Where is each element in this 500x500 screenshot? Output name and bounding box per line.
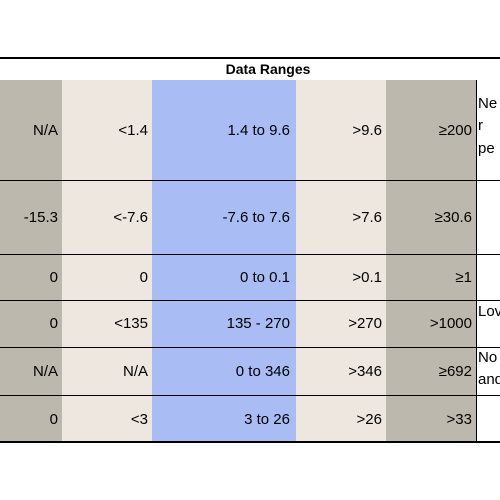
note-text: and (478, 371, 500, 388)
table-cell: >346 (348, 362, 382, 380)
note-text: pe (478, 140, 495, 157)
table-cell: 0 (49, 410, 58, 428)
table-cell: N/A (32, 362, 58, 380)
table-cell: <3 (130, 410, 148, 428)
data-ranges-table: Data Ranges N/A <1.4 1.4 to 9.6 >9.6 ≥200 Ne r… (0, 57, 500, 443)
table-cell: 0 to 346 (235, 362, 290, 380)
table-cell: >26 (356, 410, 382, 428)
table-row: N/A <1.4 1.4 to 9.6 >9.6 ≥200 Ne r pe (0, 80, 500, 180)
table-cell: >33 (446, 410, 472, 428)
table-row: 0 0 0 to 0.1 >0.1 ≥1 (0, 254, 500, 300)
table-cell: >0.1 (352, 268, 382, 286)
column-band-notes (476, 80, 500, 441)
table-cell: >7.6 (352, 208, 382, 226)
note-text: Lov (478, 303, 500, 320)
table-cell: >1000 (429, 315, 472, 332)
column-band-blue (152, 80, 296, 441)
column-band-beige-left (62, 80, 152, 441)
table-cell: 3 to 26 (244, 410, 290, 428)
column-band-gray-left (0, 80, 62, 441)
table-cell: 0 (49, 315, 58, 332)
table-cell: 1.4 to 9.6 (227, 121, 290, 139)
row-divider (0, 180, 500, 181)
column-band-beige-right (296, 80, 386, 441)
table-row: 0 <3 3 to 26 >26 >33 (0, 395, 500, 443)
table-cell: ≥1 (455, 268, 472, 286)
table-cell: ≥30.6 (434, 208, 472, 226)
table-cell: >270 (348, 315, 382, 332)
table-cell: 0 (139, 268, 148, 286)
row-divider (0, 254, 500, 255)
table-cell: -15.3 (23, 208, 58, 226)
table-row: N/A N/A 0 to 346 >346 ≥692 No and (0, 347, 500, 395)
table-cell: <1.4 (118, 121, 148, 139)
table-cell: 0 to 0.1 (239, 268, 290, 286)
row-divider (0, 300, 500, 301)
table-cell: >9.6 (352, 121, 382, 139)
table-title-row: Data Ranges (0, 59, 500, 81)
note-text: r (478, 117, 483, 134)
table-cell: -7.6 to 7.6 (222, 208, 290, 226)
column-band-gray-right (386, 80, 476, 441)
note-text: Ne (478, 95, 498, 112)
note-text: No (478, 349, 498, 366)
table-row: 0 <135 135 - 270 >270 >1000 Lov (0, 300, 500, 347)
table-cell: 0 (49, 268, 58, 286)
table-cell: ≥692 (438, 362, 472, 380)
table-cell: <135 (114, 315, 148, 332)
table-cell: ≥200 (438, 121, 472, 139)
table-row: -15.3 <-7.6 -7.6 to 7.6 >7.6 ≥30.6 (0, 180, 500, 254)
table-cell: N/A (122, 362, 148, 380)
row-divider (0, 347, 500, 348)
column-divider (476, 80, 477, 441)
table-cell: <-7.6 (113, 208, 148, 226)
table-title: Data Ranges (225, 61, 311, 77)
table-cell: 135 - 270 (226, 315, 290, 332)
table-cell: N/A (32, 121, 58, 139)
row-divider (0, 395, 500, 396)
